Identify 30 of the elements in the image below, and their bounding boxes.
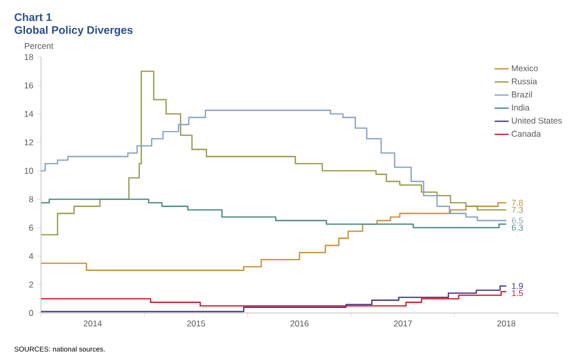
data-label: 1.5 — [512, 290, 523, 296]
data-label: 7.3 — [512, 206, 523, 213]
y-tick-label: 16 — [24, 82, 34, 88]
x-tick-label: 2016 — [290, 320, 309, 326]
y-tick-label: 4 — [28, 253, 34, 260]
data-label: 6.3 — [512, 224, 523, 231]
chart-title: Chart 1 — [14, 12, 52, 22]
x-tick-label: 2017 — [394, 320, 412, 326]
x-tick-label: 2018 — [497, 320, 516, 326]
x-tick-label: 2014 — [84, 320, 102, 326]
legend-label: India — [512, 104, 530, 111]
legend-label: United States — [512, 117, 562, 124]
data-label: 7.8 — [512, 200, 523, 206]
data-label: 6.5 — [512, 218, 523, 224]
y-tick-label: 6 — [29, 224, 34, 231]
chart-subtitle: Global Policy Diverges — [14, 26, 133, 36]
legend-label: Mexico — [512, 65, 538, 72]
data-label: 1.9 — [512, 282, 523, 289]
y-tick-label: 0 — [29, 310, 34, 316]
x-tick-label: 2015 — [187, 320, 206, 326]
legend-label: Brazil — [512, 91, 532, 98]
legend-label: Russia — [512, 78, 538, 84]
y-tick-label: 18 — [24, 54, 34, 60]
y-tick-label: 12 — [24, 139, 34, 146]
y-tick-label: 14 — [24, 110, 34, 117]
legend-label: Canada — [512, 130, 541, 137]
y-tick-label: 2 — [29, 282, 34, 288]
y-tick-label: 10 — [24, 168, 34, 174]
y-tick-label: 8 — [29, 196, 34, 202]
y-axis-title: Percent — [24, 43, 54, 49]
